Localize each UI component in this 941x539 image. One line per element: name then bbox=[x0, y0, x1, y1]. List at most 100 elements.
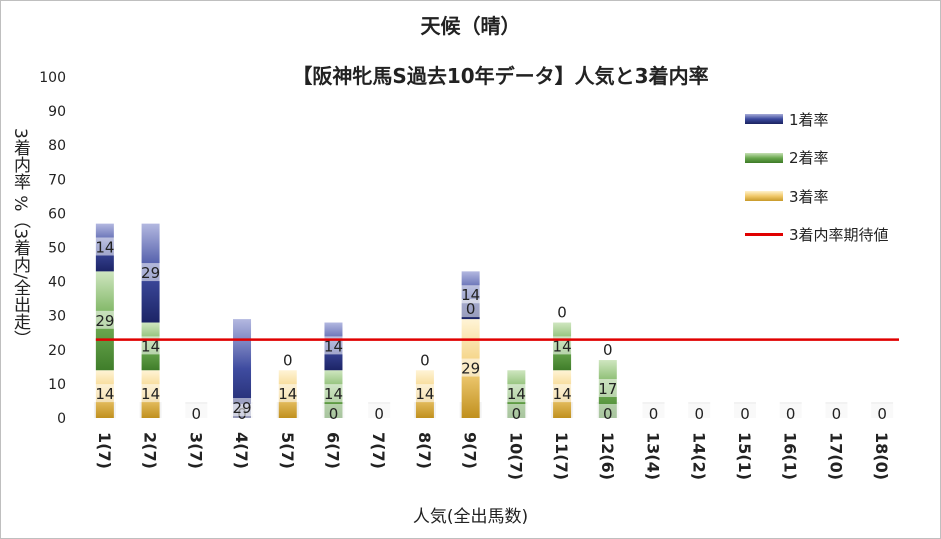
y-axis-label: 3着内率 %（3着内/全出走） bbox=[10, 128, 30, 347]
data-label: 0 bbox=[877, 405, 887, 423]
legend-label-3rd: 3着率 bbox=[789, 187, 829, 206]
data-label: 14 bbox=[461, 286, 480, 304]
data-label-bg bbox=[412, 384, 437, 403]
data-label: 29 bbox=[461, 360, 480, 378]
data-label-bg bbox=[138, 263, 163, 282]
x-tick-label: 14(2) bbox=[689, 432, 708, 480]
data-label: 0 bbox=[694, 405, 704, 423]
data-label-bg bbox=[595, 379, 620, 398]
y-tick-label: 60 bbox=[48, 206, 66, 222]
data-label: 0 bbox=[192, 405, 202, 423]
data-label: 0 bbox=[832, 405, 842, 423]
data-label: 0 bbox=[740, 405, 750, 423]
data-label-bg bbox=[870, 404, 895, 422]
legend-item-expected: 3着内率期待値 bbox=[745, 216, 889, 255]
data-label: 0 bbox=[603, 341, 613, 359]
x-tick-label: 5(7) bbox=[278, 432, 297, 469]
x-tick-label: 18(0) bbox=[872, 432, 891, 480]
data-label: 0 bbox=[329, 405, 339, 423]
y-tick-label: 20 bbox=[48, 343, 66, 359]
x-tick-label: 12(6) bbox=[598, 432, 617, 480]
y-tick-label: 80 bbox=[48, 138, 66, 154]
data-label-bg bbox=[138, 384, 163, 403]
data-label-bg bbox=[321, 404, 346, 422]
data-label-bg bbox=[275, 384, 300, 403]
data-label-bg bbox=[550, 336, 575, 355]
data-label-bg bbox=[595, 404, 620, 422]
bar-segment bbox=[233, 319, 252, 418]
data-label-bg bbox=[687, 404, 712, 422]
x-tick-label: 3(7) bbox=[186, 432, 205, 469]
x-tick-label: 17(0) bbox=[826, 432, 845, 480]
data-label: 0 bbox=[512, 405, 522, 423]
legend-label-1st: 1着率 bbox=[789, 110, 829, 129]
data-label-bg bbox=[92, 237, 117, 256]
x-tick-label: 9(7) bbox=[461, 432, 480, 469]
legend-swatch-expected bbox=[745, 233, 783, 237]
y-tick-label: 10 bbox=[48, 377, 66, 393]
x-tick-label: 13(4) bbox=[644, 432, 663, 480]
x-tick-label: 10(7) bbox=[506, 432, 525, 480]
data-label: 14 bbox=[553, 337, 572, 355]
x-tick-label: 6(7) bbox=[323, 432, 342, 469]
legend-item-2nd: 2着率 bbox=[745, 139, 889, 178]
data-label: 0 bbox=[557, 304, 567, 322]
data-label: 0 bbox=[649, 405, 659, 423]
data-label-bg bbox=[230, 398, 255, 416]
data-label: 14 bbox=[95, 239, 114, 257]
data-label: 0 bbox=[603, 405, 613, 423]
data-label-bg bbox=[824, 404, 849, 422]
x-tick-label: 8(7) bbox=[415, 432, 434, 469]
x-tick-label: 11(7) bbox=[552, 432, 571, 480]
data-label-bg bbox=[275, 350, 300, 369]
data-label-bg bbox=[138, 336, 163, 355]
y-tick-label: 40 bbox=[48, 275, 66, 291]
x-tick-label: 15(1) bbox=[735, 432, 754, 480]
data-label: 29 bbox=[141, 264, 160, 282]
data-label-bg bbox=[732, 404, 757, 422]
legend-swatch-3rd bbox=[745, 191, 783, 202]
legend-swatch-2nd bbox=[745, 152, 783, 163]
data-label: 0 bbox=[466, 300, 476, 318]
data-label: 0 bbox=[786, 405, 796, 423]
x-tick-label: 16(1) bbox=[781, 432, 800, 480]
data-label-bg bbox=[458, 285, 483, 304]
data-label: 17 bbox=[598, 380, 617, 398]
x-tick-label: 4(7) bbox=[232, 432, 251, 469]
y-tick-label: 30 bbox=[48, 309, 66, 325]
data-label-bg bbox=[550, 384, 575, 403]
data-label: 14 bbox=[324, 385, 343, 403]
data-label: 14 bbox=[141, 385, 160, 403]
data-label: 14 bbox=[324, 337, 343, 355]
data-label: 14 bbox=[141, 337, 160, 355]
y-tick-label: 90 bbox=[48, 104, 66, 120]
data-label-bg bbox=[504, 384, 529, 403]
y-tick-label: 70 bbox=[48, 172, 66, 188]
data-label: 0 bbox=[374, 405, 384, 423]
x-tick-label: 2(7) bbox=[141, 432, 160, 469]
data-label-bg bbox=[412, 350, 437, 369]
data-label: 0 bbox=[420, 351, 430, 369]
data-label: 14 bbox=[415, 385, 434, 403]
y-tick-label: 100 bbox=[39, 70, 66, 86]
x-axis-label: 人気(全出馬数) bbox=[412, 507, 529, 527]
data-label-bg bbox=[321, 336, 346, 355]
x-tick-label: 7(7) bbox=[369, 432, 388, 469]
x-tick-label: 1(7) bbox=[95, 432, 114, 469]
data-label-bg bbox=[458, 358, 483, 377]
y-tick-label: 50 bbox=[48, 241, 66, 257]
data-label-bg bbox=[458, 299, 483, 318]
data-label: 29 bbox=[232, 399, 251, 417]
data-label-bg bbox=[321, 384, 346, 403]
data-label: 0 bbox=[283, 351, 293, 369]
data-label-bg bbox=[550, 302, 575, 321]
legend-label-2nd: 2着率 bbox=[789, 149, 829, 168]
data-label-bg bbox=[92, 384, 117, 403]
data-label: 14 bbox=[278, 385, 297, 403]
data-label: 14 bbox=[553, 385, 572, 403]
chart-title: 天候（晴） bbox=[420, 14, 521, 38]
legend: 1着率 2着率 3着率 3着内率期待値 bbox=[745, 100, 889, 254]
y-tick-label: 0 bbox=[57, 411, 66, 427]
data-label-bg bbox=[184, 404, 209, 422]
